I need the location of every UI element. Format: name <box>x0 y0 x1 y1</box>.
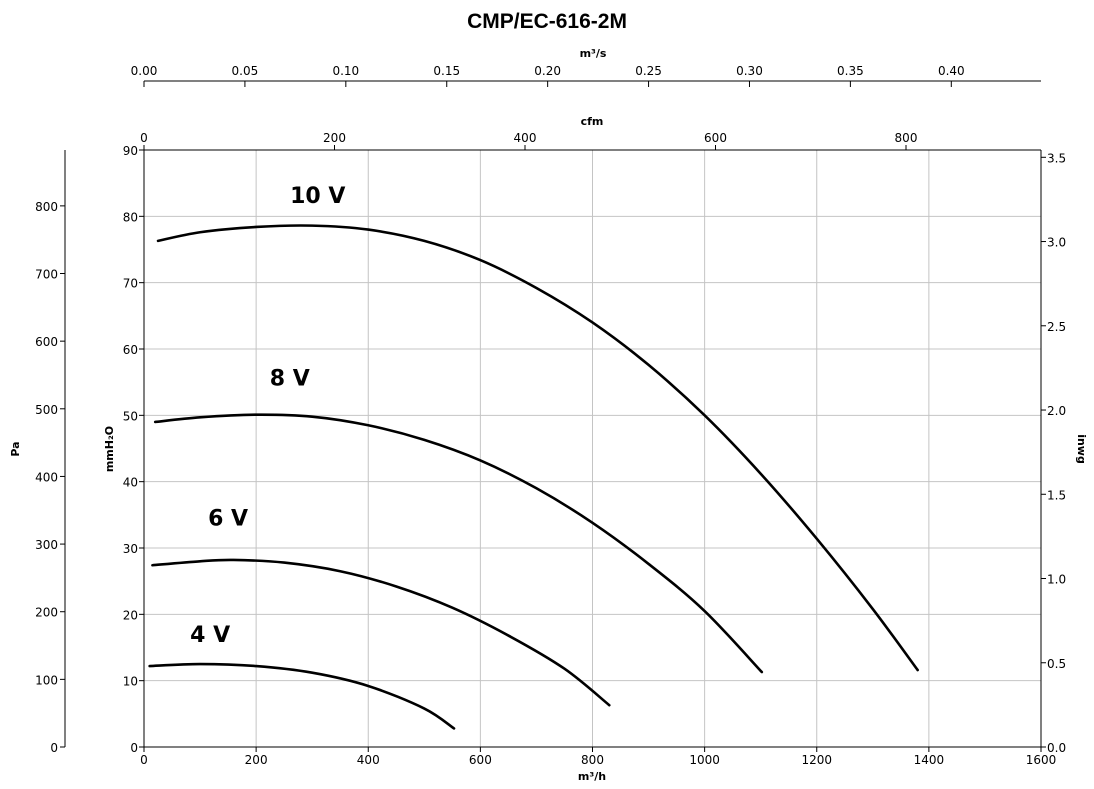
pa-tick-label: 100 <box>35 673 58 687</box>
m3s-tick-label: 0.15 <box>433 64 460 78</box>
y-axis-title-pa: Pa <box>9 441 22 456</box>
x-tick-label: 1400 <box>914 753 945 767</box>
y-tick-label: 50 <box>123 409 138 423</box>
x-tick-label: 1200 <box>801 753 832 767</box>
pa-tick-label: 200 <box>35 606 58 620</box>
pa-tick-label: 800 <box>35 200 58 214</box>
cfm-tick-label: 800 <box>895 131 918 145</box>
x-tick-label: 200 <box>245 753 268 767</box>
curve-label-6v: 6 V <box>208 506 248 531</box>
x-tick-label: 1600 <box>1026 753 1057 767</box>
curve-8v <box>153 413 764 674</box>
y-tick-label: 70 <box>123 277 138 291</box>
pa-tick-label: 500 <box>35 403 58 417</box>
curve-label-8v: 8 V <box>270 366 310 391</box>
y-axis-title-mmh2o: mmH₂O <box>103 426 116 472</box>
inwg-tick-label: 2.5 <box>1047 320 1066 334</box>
pa-tick-label: 0 <box>50 741 58 755</box>
cfm-tick-label: 600 <box>704 131 727 145</box>
x-tick-label: 0 <box>140 753 148 767</box>
x-tick-label: 1000 <box>689 753 720 767</box>
m3s-tick-label: 0.20 <box>534 64 561 78</box>
pa-tick-label: 600 <box>35 335 58 349</box>
curve-10v <box>156 224 919 672</box>
inwg-tick-label: 2.0 <box>1047 404 1066 418</box>
cfm-tick-label: 400 <box>514 131 537 145</box>
m3s-tick-label: 0.40 <box>938 64 965 78</box>
y-tick-label: 80 <box>123 210 138 224</box>
inwg-tick-label: 0.5 <box>1047 657 1066 671</box>
x-tick-label: 600 <box>469 753 492 767</box>
y-axis-title-inwg: inwg <box>1075 434 1088 464</box>
pa-tick-label: 700 <box>35 268 58 282</box>
y-tick-label: 10 <box>123 675 138 689</box>
m3s-tick-label: 0.35 <box>837 64 864 78</box>
inwg-tick-label: 0.0 <box>1047 741 1066 755</box>
curve-label-10v: 10 V <box>290 184 345 209</box>
x-axis-title-cfm: cfm <box>581 115 604 128</box>
inwg-tick-label: 3.5 <box>1047 151 1066 165</box>
pa-tick-label: 300 <box>35 538 58 552</box>
y-tick-label: 0 <box>130 741 138 755</box>
chart-title: CMP/EC-616-2M <box>467 10 627 33</box>
pa-tick-label: 400 <box>35 470 58 484</box>
cfm-tick-label: 200 <box>323 131 346 145</box>
y-tick-label: 20 <box>123 608 138 622</box>
curve-label-4v: 4 V <box>190 623 230 648</box>
curve-4v <box>148 662 456 730</box>
cfm-tick-label: 0 <box>140 131 148 145</box>
m3s-tick-label: 0.05 <box>232 64 259 78</box>
y-tick-label: 30 <box>123 542 138 556</box>
m3s-tick-label: 0.30 <box>736 64 763 78</box>
y-tick-label: 90 <box>123 144 138 158</box>
grid <box>143 149 1042 748</box>
curves: 10 V 8 V 6 V 4 V <box>148 184 919 730</box>
curve-6v <box>151 558 611 707</box>
inwg-tick-label: 3.0 <box>1047 236 1066 250</box>
m3s-tick-label: 0.25 <box>635 64 662 78</box>
y-tick-label: 60 <box>123 343 138 357</box>
x-axis-title-m3s: m³/s <box>580 47 607 60</box>
y-tick-label: 40 <box>123 476 138 490</box>
x-tick-label: 800 <box>581 753 604 767</box>
x-axis-title-m3h: m³/h <box>578 770 606 783</box>
m3s-tick-label: 0.00 <box>131 64 158 78</box>
inwg-tick-label: 1.5 <box>1047 488 1066 502</box>
axes: 0 200 400 600 800 1000 1200 1400 160001020304050… <box>35 64 1066 767</box>
m3s-tick-label: 0.10 <box>332 64 359 78</box>
x-tick-label: 400 <box>357 753 380 767</box>
inwg-tick-label: 1.0 <box>1047 573 1066 587</box>
